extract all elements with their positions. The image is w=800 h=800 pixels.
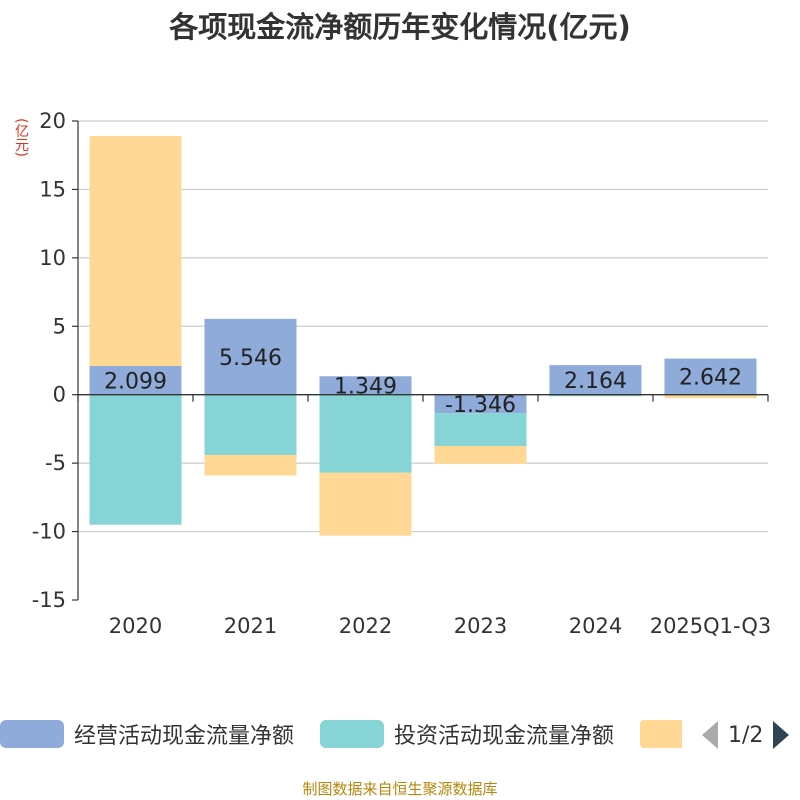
bar-2021-series-2[interactable]	[204, 454, 297, 476]
legend-item-investing[interactable]: 投资活动现金流量净额	[320, 715, 614, 753]
bar-2021-series-0[interactable]	[204, 318, 297, 395]
axes: 20 15 10 5 0 -5 -10 -15 2020 2021 2022 2023 2024 2025…	[32, 109, 772, 638]
legend-page-indicator: 1/2	[728, 722, 764, 748]
bar-2025Q1-Q3-series-2[interactable]	[664, 395, 757, 399]
bar-2022-series-1[interactable]	[319, 394, 412, 473]
bar-2020-series-2[interactable]	[89, 136, 182, 366]
data-label-2022: 1.349	[334, 374, 397, 399]
legend-swatch-investing	[320, 720, 384, 748]
y-axis-unit-label: (亿元)	[13, 118, 29, 157]
x-tick-label-2021: 2021	[224, 614, 277, 638]
data-label-2025Q1-Q3: 2.642	[679, 366, 742, 391]
y-tick-label: 15	[39, 177, 66, 201]
bar-2023-series-1[interactable]	[434, 413, 527, 446]
legend-label-investing: 投资活动现金流量净额	[394, 724, 615, 749]
y-tick-label: -5	[45, 451, 66, 475]
y-tick-label: 5	[53, 314, 66, 338]
y-tick-label: 0	[53, 383, 66, 407]
bar-2025Q1-Q3-series-0[interactable]	[664, 358, 757, 395]
y-tick-label: 20	[39, 109, 66, 133]
bar-2023-series-0[interactable]	[434, 394, 527, 414]
legend-swatch-financing	[640, 720, 682, 748]
legend: 经营活动现金流量净额 投资活动现金流量净额	[0, 715, 800, 755]
bar-2024-series-0[interactable]	[549, 365, 642, 395]
data-labels: 2.099 5.546 1.349 -1.346 2.164 2.642	[104, 346, 742, 418]
y-tick-label: 10	[39, 246, 66, 270]
bar-2021-series-1[interactable]	[204, 394, 297, 455]
y-tick-label: -15	[32, 588, 66, 612]
x-tick-label-2020: 2020	[109, 614, 162, 638]
legend-item-financing[interactable]	[640, 715, 682, 753]
data-label-2024: 2.164	[564, 369, 627, 394]
bar-2020-series-1[interactable]	[89, 394, 182, 525]
bars	[89, 136, 757, 536]
bar-2023-series-2[interactable]	[434, 445, 527, 464]
data-label-2020: 2.099	[104, 369, 167, 394]
data-source-note: 制图数据来自恒生聚源数据库	[302, 780, 498, 798]
legend-pager: 1/2	[700, 718, 800, 752]
bar-2020-series-0[interactable]	[89, 365, 182, 395]
chart-title: 各项现金流净额历年变化情况(亿元)	[169, 10, 631, 44]
x-tick-label-2022: 2022	[339, 614, 392, 638]
prev-page-icon[interactable]	[702, 721, 718, 749]
bar-2022-series-0[interactable]	[319, 376, 412, 395]
legend-label-operating: 经营活动现金流量净额	[74, 724, 295, 749]
data-label-2021: 5.546	[219, 346, 282, 371]
data-label-2023: -1.346	[445, 393, 516, 418]
x-tick-label-2023: 2023	[454, 614, 507, 638]
bar-2024-series-1[interactable]	[549, 394, 642, 397]
x-tick-label-2024: 2024	[569, 614, 622, 638]
legend-item-operating[interactable]: 经营活动现金流量净额	[0, 715, 294, 753]
legend-swatch-operating	[0, 720, 64, 748]
grid-lines	[78, 120, 768, 533]
bar-2022-series-2[interactable]	[319, 472, 412, 536]
y-tick-label: -10	[32, 520, 66, 544]
x-tick-label-2025Q1-Q3: 2025Q1-Q3	[650, 614, 772, 638]
next-page-icon[interactable]	[773, 721, 790, 749]
